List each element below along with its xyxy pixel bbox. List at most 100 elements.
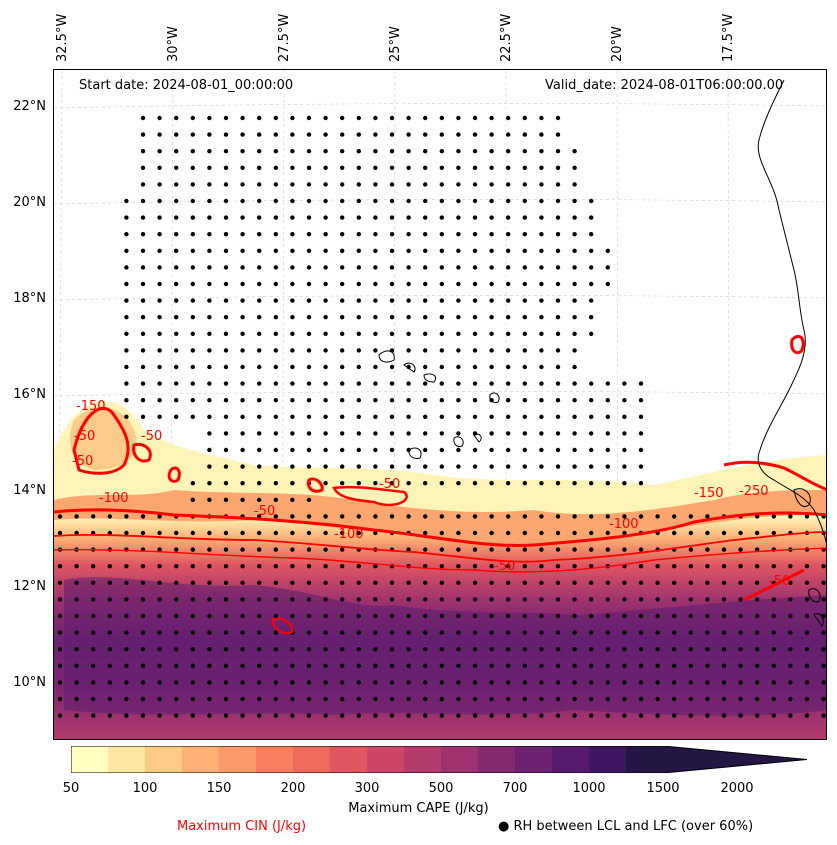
rh-dot: [124, 232, 129, 237]
rh-dot: [456, 281, 461, 287]
rh-dot: [456, 431, 461, 436]
rh-dot: [257, 713, 262, 718]
rh-dot: [306, 514, 312, 519]
rh-dot: [638, 431, 644, 436]
rh-dot: [605, 464, 610, 469]
rh-dot: [423, 547, 428, 552]
rh-dot: [539, 215, 544, 220]
rh-dot: [406, 663, 411, 668]
colorbar-tick-label: 2000: [720, 781, 754, 796]
rh-dot: [356, 182, 361, 187]
rh-dot: [522, 530, 527, 536]
rh-dot: [306, 663, 312, 668]
rh-dot: [157, 713, 162, 718]
rh-dot: [306, 414, 312, 419]
rh-dot: [57, 630, 63, 635]
rh-dot: [273, 149, 278, 154]
rh-dot: [140, 348, 146, 353]
rh-dot: [240, 381, 245, 386]
rh-dot: [489, 530, 494, 536]
rh-dot: [522, 198, 527, 204]
rh-dot: [389, 447, 395, 453]
rh-dot: [423, 165, 428, 170]
rh-dot: [74, 713, 79, 718]
rh-dot: [522, 398, 527, 403]
rh-dot: [140, 696, 146, 702]
rh-dot: [506, 132, 511, 137]
rh-dot: [107, 530, 112, 536]
rh-dot: [323, 348, 328, 353]
rh-dot: [223, 265, 229, 270]
cape-shading: [54, 401, 826, 739]
rh-dot: [306, 265, 312, 270]
colorbar-segment: [145, 746, 183, 773]
rh-dot: [439, 165, 444, 170]
rh-dot: [555, 348, 561, 353]
rh-dot: [273, 481, 278, 486]
rh-dot: [240, 464, 245, 469]
rh-dot: [240, 564, 245, 569]
rh-dot: [555, 198, 561, 204]
rh-dot: [439, 331, 444, 336]
rh-dot: [389, 713, 395, 718]
rh-dot: [140, 248, 146, 253]
rh-dot: [323, 165, 328, 170]
rh-dot: [356, 647, 361, 652]
lat-tick-label: 12°N: [13, 579, 46, 594]
rh-dot: [489, 630, 494, 635]
rh-dot: [174, 547, 179, 552]
rh-dot: [555, 514, 561, 519]
rh-dot: [605, 431, 610, 436]
rh-dot: [356, 265, 361, 270]
rh-dot: [124, 248, 129, 253]
rh-dot: [124, 663, 129, 668]
rh-dot: [672, 663, 677, 668]
rh-dot: [273, 497, 278, 502]
rh-dot: [174, 647, 179, 652]
rh-dot: [240, 348, 245, 353]
rh-dot: [638, 414, 644, 419]
rh-dot: [589, 597, 594, 602]
rh-dot: [389, 149, 395, 154]
rh-dot: [373, 464, 378, 469]
lon-tick-label: 22.5°W: [499, 13, 514, 62]
rh-dot: [489, 232, 494, 237]
map-panel[interactable]: -150 -50 -50 -100 -50 -100 -50 -50 -100 -150 -250 -…: [53, 69, 827, 740]
rh-dot: [572, 580, 577, 585]
lon-tick-label: 32.5°W: [55, 13, 70, 62]
rh-dot: [423, 663, 428, 668]
rh-dot: [423, 514, 428, 519]
rh-dot: [273, 232, 278, 237]
rh-dot: [323, 364, 328, 370]
rh-dot: [755, 580, 760, 585]
rh-dot: [721, 580, 727, 585]
rh-dot: [340, 630, 345, 635]
rh-dot: [323, 414, 328, 419]
rh-dot: [140, 514, 146, 519]
rh-dot: [306, 447, 312, 453]
rh-dot: [472, 580, 478, 585]
rh-dot: [207, 132, 212, 137]
rh-dot: [439, 481, 444, 486]
colorbar-tick-label: 150: [206, 781, 232, 796]
rh-dot: [257, 514, 262, 519]
rh-dot: [190, 115, 195, 121]
cin-contour-label: -50: [254, 504, 275, 519]
rh-dot: [306, 530, 312, 536]
rh-dot: [190, 165, 195, 170]
rh-dot: [389, 165, 395, 170]
rh-dot: [539, 348, 544, 353]
rh-dot: [705, 564, 710, 569]
rh-dot: [174, 414, 179, 419]
rh-dot: [124, 680, 129, 685]
rh-dot: [589, 248, 594, 253]
rh-dot: [622, 414, 627, 419]
rh-dot: [423, 182, 428, 187]
colorbar-tick-label: 500: [428, 781, 454, 796]
rh-dot: [506, 115, 511, 121]
rh-dot: [273, 315, 278, 320]
rh-dot: [506, 149, 511, 154]
rh-dot: [472, 464, 478, 469]
rh-dot: [190, 680, 195, 685]
rh-dot: [738, 613, 743, 619]
